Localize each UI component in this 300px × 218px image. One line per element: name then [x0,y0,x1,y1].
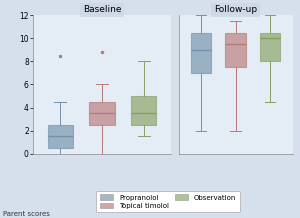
Title: Follow-up: Follow-up [214,5,257,14]
Legend: Propranolol, Topical timolol, Observation: Propranolol, Topical timolol, Observatio… [96,191,240,212]
Bar [260,32,280,61]
Title: Baseline: Baseline [83,5,121,14]
Bar [190,32,211,73]
Text: Parent scores: Parent scores [3,211,50,217]
Bar [48,125,73,148]
Bar [225,32,246,67]
Bar [89,102,115,125]
Bar [131,96,156,125]
